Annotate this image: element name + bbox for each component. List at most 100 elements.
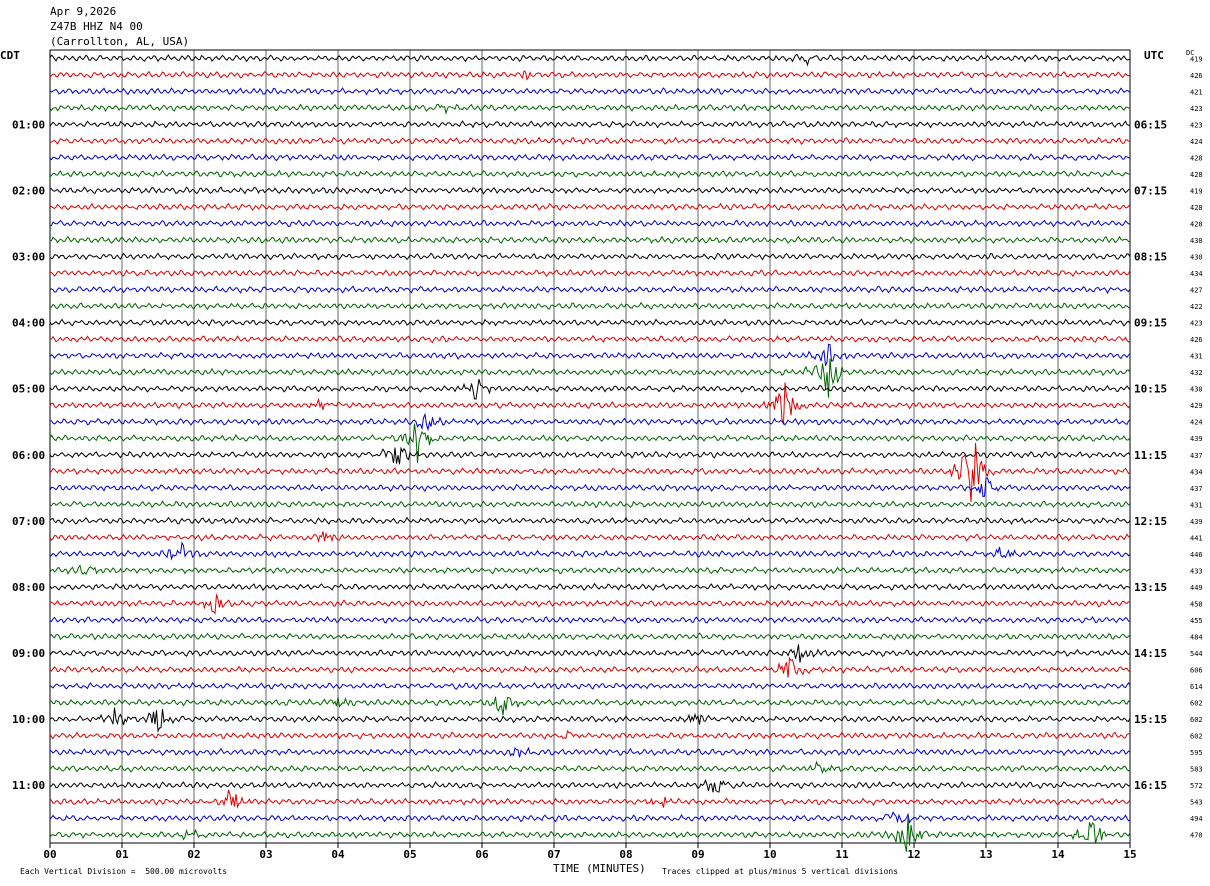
seismic-trace [49, 811, 1131, 824]
station-code: Z47B HHZ N4 00 [50, 20, 143, 33]
seismic-trace [49, 269, 1131, 278]
dc-offset-label: 430 [1190, 386, 1203, 394]
dc-offset-label: 431 [1190, 501, 1203, 509]
seismic-trace [49, 87, 1131, 96]
right-hour-label: 12:15 [1134, 515, 1167, 528]
dc-offset-label: 446 [1190, 551, 1203, 559]
dc-offset-label: 614 [1190, 683, 1203, 691]
dc-offset-label: 430 [1190, 254, 1203, 262]
dc-offset-label: 434 [1190, 468, 1203, 476]
x-tick-label: 14 [1051, 848, 1065, 861]
x-tick-label: 08 [619, 848, 632, 861]
seismic-trace [49, 789, 1131, 809]
seismic-trace [49, 729, 1131, 740]
right-hour-label: 13:15 [1134, 581, 1167, 594]
x-tick-label: 01 [115, 848, 129, 861]
dc-offset-label: 441 [1190, 534, 1203, 542]
right-hour-label: 15:15 [1134, 713, 1167, 726]
x-tick-label: 09 [691, 848, 704, 861]
station-location: (Carrollton, AL, USA) [50, 35, 190, 48]
left-hour-label: 05:00 [12, 383, 45, 396]
seismic-trace [49, 252, 1131, 261]
dc-offset-label: 428 [1190, 171, 1203, 179]
seismic-trace [49, 760, 1131, 775]
right-hour-label: 10:15 [1134, 383, 1167, 396]
seismic-trace [49, 358, 1131, 398]
dc-offset-label: 428 [1190, 154, 1203, 162]
right-hour-label: 16:15 [1134, 779, 1167, 792]
right-hour-label: 11:15 [1134, 449, 1167, 462]
right-timezone-label: UTC [1144, 49, 1164, 62]
seismic-trace [49, 382, 1131, 425]
seismic-trace [49, 707, 1131, 733]
dc-offset-label: 434 [1190, 270, 1203, 278]
x-tick-label: 03 [259, 848, 272, 861]
left-hour-label: 06:00 [12, 449, 45, 462]
x-tick-label: 00 [43, 848, 56, 861]
left-hour-label: 02:00 [12, 184, 45, 197]
left-hour-label: 09:00 [12, 647, 45, 660]
right-hour-label: 07:15 [1134, 184, 1167, 197]
seismic-trace [49, 531, 1131, 543]
seismic-trace [49, 285, 1131, 294]
seismic-trace [49, 202, 1131, 212]
seismic-trace [49, 53, 1131, 67]
seismic-trace [49, 594, 1131, 615]
dc-offset-label: 437 [1190, 485, 1203, 493]
dc-offset-label: 428 [1190, 220, 1203, 228]
seismic-trace [49, 169, 1131, 179]
seismic-trace [49, 70, 1131, 81]
dc-offset-label: 419 [1190, 55, 1203, 63]
right-hour-label: 09:15 [1134, 317, 1167, 330]
x-tick-label: 15 [1123, 848, 1136, 861]
seismic-trace [49, 301, 1131, 311]
seismic-trace [49, 582, 1131, 592]
seismic-trace [49, 746, 1131, 758]
x-tick-label: 04 [331, 848, 345, 861]
chart-date: Apr 9,2026 [50, 5, 117, 18]
seismic-trace [49, 318, 1131, 327]
dc-offset-header: DC [1186, 49, 1195, 57]
dc-offset-label: 595 [1190, 749, 1203, 757]
dc-offset-label: 602 [1190, 716, 1203, 724]
dc-offset-label: 439 [1190, 518, 1203, 526]
seismic-trace [49, 423, 1131, 463]
scale-note: Each Vertical Division = 500.00 microvol… [20, 867, 228, 876]
dc-offset-label: 583 [1190, 766, 1203, 774]
dc-offset-label: 449 [1190, 584, 1203, 592]
dc-offset-label: 431 [1190, 353, 1203, 361]
seismic-trace [49, 334, 1131, 344]
x-axis-title: TIME (MINUTES) [553, 862, 646, 875]
dc-offset-label: 421 [1190, 88, 1203, 96]
left-hour-label: 07:00 [12, 515, 45, 528]
seismic-trace [49, 120, 1131, 129]
seismic-trace [49, 778, 1131, 793]
left-hour-label: 03:00 [12, 251, 45, 264]
left-timezone-label: CDT [0, 49, 20, 62]
seismic-trace [49, 681, 1131, 690]
dc-offset-label: 424 [1190, 419, 1203, 427]
dc-offset-label: 606 [1190, 667, 1203, 675]
dc-offset-label: 470 [1190, 832, 1203, 840]
dc-offset-label: 422 [1190, 303, 1203, 311]
x-tick-label: 11 [835, 848, 849, 861]
x-tick-label: 07 [547, 848, 560, 861]
dc-offset-label: 602 [1190, 700, 1203, 708]
left-hour-label: 11:00 [12, 779, 45, 792]
seismic-trace [49, 153, 1131, 162]
dc-offset-label: 423 [1190, 320, 1203, 328]
seismic-trace [49, 443, 1131, 503]
dc-offset-label: 430 [1190, 237, 1203, 245]
x-tick-label: 06 [475, 848, 489, 861]
dc-offset-label: 602 [1190, 733, 1203, 741]
seismic-trace [49, 446, 1131, 465]
seismic-trace [49, 656, 1131, 678]
plot-grid [49, 49, 1131, 848]
dc-offset-label: 543 [1190, 799, 1203, 807]
seismic-trace [49, 103, 1131, 115]
seismic-trace [50, 136, 1131, 146]
seismic-trace [49, 564, 1131, 576]
x-tick-label: 13 [979, 848, 992, 861]
seismic-trace [49, 477, 1131, 498]
clip-note: Traces clipped at plus/minus 5 vertical … [662, 867, 899, 876]
